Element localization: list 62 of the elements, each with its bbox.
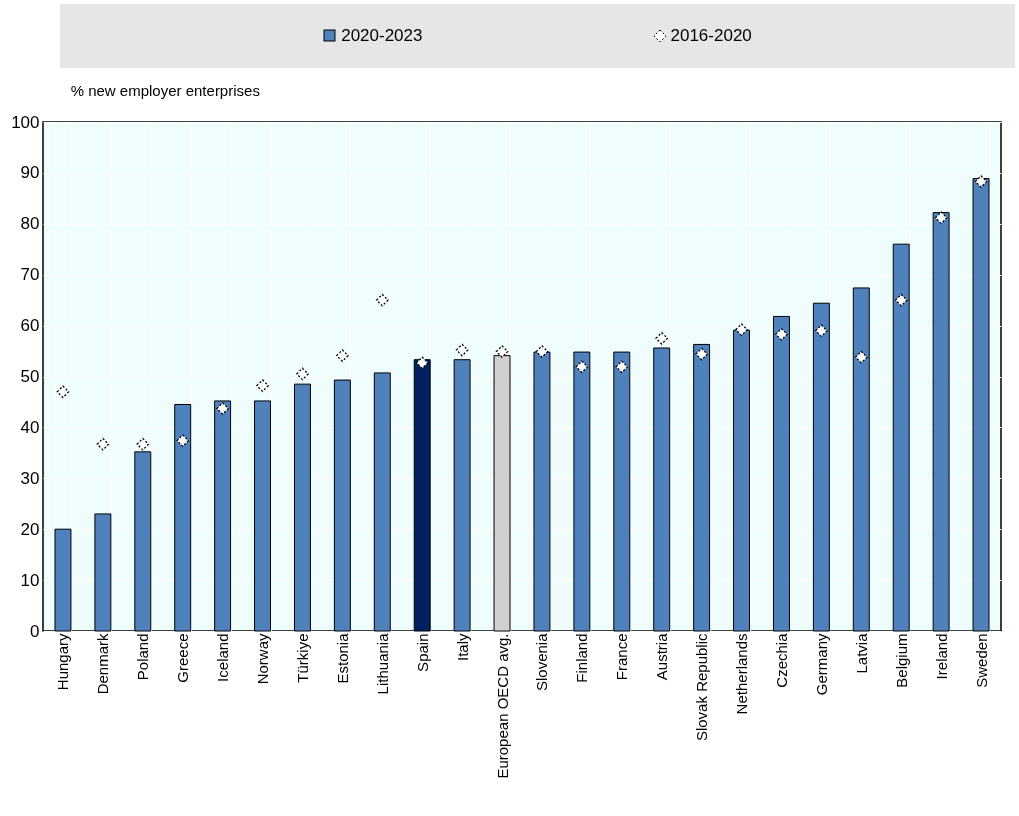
x-tick-label: France <box>613 633 631 681</box>
x-tick-label: Lithuania <box>373 632 391 695</box>
point <box>815 324 828 338</box>
point <box>655 331 669 345</box>
point <box>495 345 509 358</box>
y-tick-label: 70 <box>20 265 40 285</box>
point <box>176 434 190 447</box>
y-tick-label: 80 <box>20 214 40 234</box>
point <box>934 211 948 225</box>
point <box>894 293 908 307</box>
x-tick-label: Belgium <box>892 633 910 688</box>
point <box>256 379 269 393</box>
x-tick-label: Hungary <box>54 633 72 691</box>
point <box>854 350 868 364</box>
x-tick-label: Spain <box>413 633 431 672</box>
x-tick-label: European OECD avg. <box>493 633 511 779</box>
x-tick-label: Slovenia <box>533 632 551 692</box>
x-tick-label: Latvia <box>852 632 870 674</box>
point <box>216 402 229 415</box>
point <box>775 327 788 341</box>
x-tick-label: Iceland <box>214 633 232 682</box>
y-axis-title: % new employer enterprises <box>70 82 260 99</box>
x-tick-label: Estonia <box>333 632 351 684</box>
y-tick-label: 0 <box>30 621 40 641</box>
x-tick-label: Germany <box>812 633 830 696</box>
point <box>974 175 988 188</box>
x-tick-label: Poland <box>134 633 152 681</box>
x-tick-label: Greece <box>174 633 192 683</box>
point <box>735 323 748 337</box>
y-tick-label: 20 <box>20 519 40 539</box>
point <box>96 437 110 451</box>
point <box>296 367 309 381</box>
y-tick-label: 100 <box>11 112 40 132</box>
x-tick-label: Norway <box>254 633 272 685</box>
legend-label: 2016-2020 <box>670 26 752 46</box>
point <box>575 360 589 374</box>
y-tick-label: 90 <box>20 163 40 183</box>
x-tick-label: Denmark <box>94 633 112 695</box>
x-tick-label: Türkiye <box>293 633 311 683</box>
point <box>336 349 349 362</box>
point <box>695 347 708 361</box>
y-tick-label: 40 <box>20 417 40 437</box>
y-tick-label: 10 <box>20 570 40 590</box>
point <box>615 360 629 374</box>
x-tick-label: Austria <box>653 632 671 681</box>
x-tick-label: Finland <box>573 633 591 683</box>
legend-label: 2020-2023 <box>341 26 423 46</box>
point <box>455 343 469 357</box>
x-tick-label: Czechia <box>772 632 790 688</box>
point <box>415 356 429 370</box>
x-tick-label: Netherlands <box>733 633 751 715</box>
x-tick-label: Italy <box>453 633 471 662</box>
x-tick-label: Slovak Republic <box>693 633 711 742</box>
y-tick-label: 50 <box>20 367 40 386</box>
x-tick-label: Ireland <box>932 633 950 680</box>
point <box>535 345 549 358</box>
point <box>375 293 389 307</box>
x-tick-label: Sweden <box>972 633 990 688</box>
point <box>56 385 70 399</box>
y-tick-label: 60 <box>20 316 40 336</box>
y-tick-label: 30 <box>20 468 40 488</box>
point <box>136 437 150 451</box>
